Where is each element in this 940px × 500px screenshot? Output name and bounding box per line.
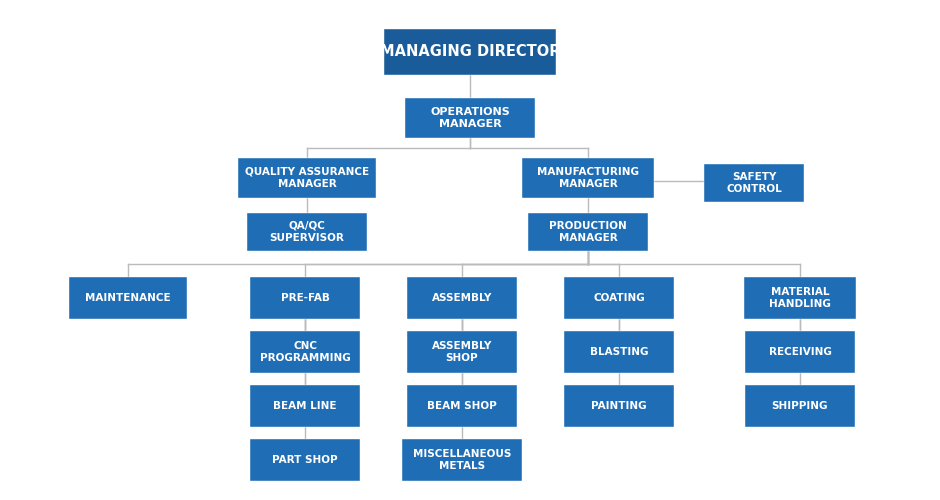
FancyBboxPatch shape: [745, 331, 855, 373]
Text: ASSEMBLY: ASSEMBLY: [431, 293, 493, 303]
Text: QUALITY ASSURANCE
MANAGER: QUALITY ASSURANCE MANAGER: [245, 167, 369, 189]
FancyBboxPatch shape: [522, 158, 654, 198]
Text: MAINTENANCE: MAINTENANCE: [86, 293, 171, 303]
Text: QA/QC
SUPERVISOR: QA/QC SUPERVISOR: [270, 221, 344, 243]
Text: CNC
PROGRAMMING: CNC PROGRAMMING: [259, 341, 351, 363]
FancyBboxPatch shape: [247, 213, 367, 251]
Text: BEAM LINE: BEAM LINE: [274, 401, 337, 411]
FancyBboxPatch shape: [407, 331, 517, 373]
FancyBboxPatch shape: [564, 331, 674, 373]
Text: PART SHOP: PART SHOP: [273, 455, 337, 465]
Text: BEAM SHOP: BEAM SHOP: [427, 401, 497, 411]
Text: SAFETY
CONTROL: SAFETY CONTROL: [726, 172, 782, 194]
FancyBboxPatch shape: [704, 164, 804, 202]
FancyBboxPatch shape: [238, 158, 376, 198]
Text: ASSEMBLY
SHOP: ASSEMBLY SHOP: [431, 341, 493, 363]
Text: RECEIVING: RECEIVING: [769, 347, 832, 357]
FancyBboxPatch shape: [250, 385, 360, 427]
FancyBboxPatch shape: [402, 439, 522, 481]
Text: MANAGING DIRECTOR: MANAGING DIRECTOR: [380, 44, 560, 60]
FancyBboxPatch shape: [564, 277, 674, 319]
Text: BLASTING: BLASTING: [589, 347, 649, 357]
Text: MATERIAL
HANDLING: MATERIAL HANDLING: [769, 287, 831, 309]
FancyBboxPatch shape: [564, 385, 674, 427]
FancyBboxPatch shape: [407, 385, 517, 427]
Text: MISCELLANEOUS
METALS: MISCELLANEOUS METALS: [413, 449, 511, 471]
Text: SHIPPING: SHIPPING: [772, 401, 828, 411]
FancyBboxPatch shape: [744, 277, 856, 319]
FancyBboxPatch shape: [745, 385, 855, 427]
FancyBboxPatch shape: [528, 213, 648, 251]
FancyBboxPatch shape: [250, 331, 360, 373]
Text: COATING: COATING: [593, 293, 645, 303]
FancyBboxPatch shape: [405, 98, 535, 138]
Text: MANUFACTURING
MANAGER: MANUFACTURING MANAGER: [537, 167, 639, 189]
Text: PRODUCTION
MANAGER: PRODUCTION MANAGER: [549, 221, 627, 243]
FancyBboxPatch shape: [69, 277, 187, 319]
Text: PRE-FAB: PRE-FAB: [280, 293, 329, 303]
Text: PAINTING: PAINTING: [591, 401, 647, 411]
FancyBboxPatch shape: [407, 277, 517, 319]
Text: OPERATIONS
MANAGER: OPERATIONS MANAGER: [431, 107, 509, 129]
FancyBboxPatch shape: [384, 29, 556, 75]
FancyBboxPatch shape: [250, 439, 360, 481]
FancyBboxPatch shape: [250, 277, 360, 319]
